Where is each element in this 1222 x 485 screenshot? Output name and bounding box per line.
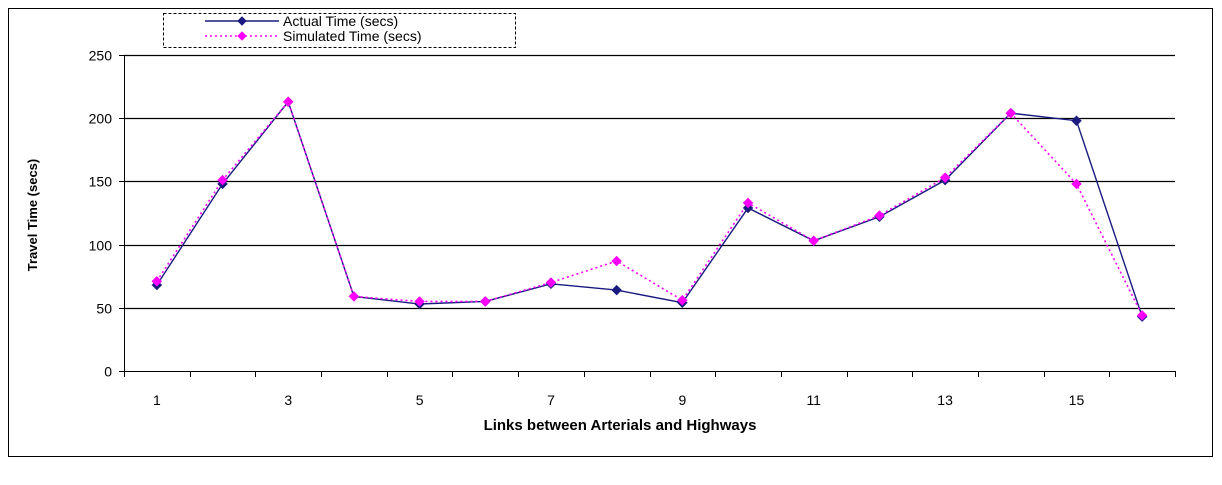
legend: Actual Time (secs)Simulated Time (secs) — [163, 13, 516, 48]
data-point — [151, 275, 163, 287]
data-point — [874, 210, 885, 221]
x-tick-labels: 1 3 5 7 9 11 13 15 — [153, 392, 1085, 408]
data-point — [611, 284, 623, 296]
data-point — [742, 197, 754, 209]
data-point — [1136, 310, 1148, 321]
y-tick-label: 50 — [96, 301, 112, 317]
data-point — [1005, 107, 1017, 119]
data-point — [939, 172, 951, 183]
legend-label: Actual Time (secs) — [283, 13, 398, 29]
x-tick-label: 15 — [1069, 392, 1085, 408]
data-point — [414, 296, 425, 307]
y-tick-label: 100 — [89, 238, 113, 254]
data-point — [611, 255, 623, 267]
data-point — [808, 235, 820, 247]
y-tick-label: 150 — [89, 174, 113, 190]
data-point — [545, 277, 557, 288]
x-tick-label: 13 — [937, 392, 953, 408]
gridlines — [124, 54, 1175, 310]
data-point — [676, 294, 688, 306]
data-point — [1071, 178, 1082, 190]
x-tick-label: 3 — [284, 392, 292, 408]
x-axis-label: Links between Arterials and Highways — [484, 417, 757, 434]
x-tick-label: 7 — [547, 392, 555, 408]
y-tick-label: 0 — [104, 364, 112, 380]
legend-marker — [237, 16, 247, 26]
series-line — [156, 100, 1143, 316]
legend-box — [163, 13, 516, 48]
y-tick-label: 250 — [89, 48, 113, 64]
legend-label: Simulated Time (secs) — [283, 28, 421, 44]
data-point — [217, 174, 228, 186]
data-point — [282, 96, 294, 108]
data-point — [348, 291, 360, 302]
series — [151, 96, 1148, 323]
y-tick-label: 200 — [89, 111, 113, 127]
x-tick-label: 1 — [153, 392, 161, 408]
data-point — [1071, 115, 1082, 127]
axes — [119, 55, 1176, 377]
y-axis-label: Travel Time (secs) — [25, 159, 40, 272]
data-point — [479, 296, 491, 307]
legend-marker — [237, 31, 247, 41]
x-tick-label: 9 — [678, 392, 686, 408]
x-tick-label: 5 — [416, 392, 424, 408]
chart-border — [8, 8, 1213, 457]
x-tick-label: 11 — [806, 392, 821, 408]
y-tick-labels: 0 50 100 150 200 250 — [89, 48, 113, 380]
